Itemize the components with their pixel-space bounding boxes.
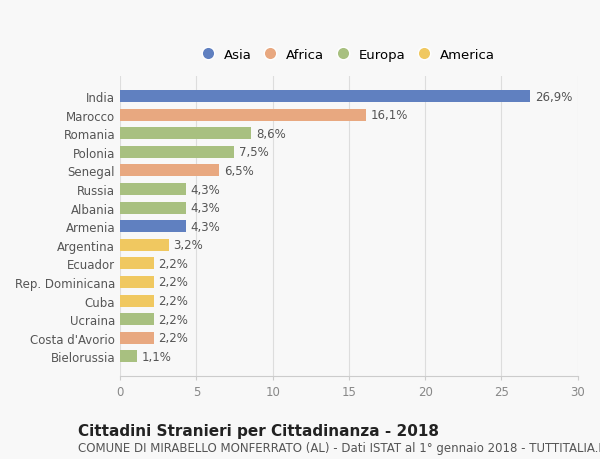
Bar [120,202,185,214]
Bar [120,276,154,288]
Legend: Asia, Africa, Europa, America: Asia, Africa, Europa, America [199,45,499,66]
Text: 4,3%: 4,3% [190,183,220,196]
Bar [120,128,251,140]
Bar [120,91,530,103]
Bar [120,184,185,196]
Text: 6,5%: 6,5% [224,165,254,178]
Text: 26,9%: 26,9% [535,90,572,103]
Bar [120,351,137,363]
Bar [120,295,154,307]
Bar [120,146,235,158]
Bar [120,165,219,177]
Text: 2,2%: 2,2% [158,294,188,308]
Bar [120,221,185,233]
Text: 4,3%: 4,3% [190,220,220,233]
Bar [120,332,154,344]
Text: 4,3%: 4,3% [190,202,220,215]
Bar [120,109,365,122]
Text: 16,1%: 16,1% [370,109,407,122]
Text: 3,2%: 3,2% [173,239,203,252]
Text: Cittadini Stranieri per Cittadinanza - 2018: Cittadini Stranieri per Cittadinanza - 2… [78,423,439,438]
Text: COMUNE DI MIRABELLO MONFERRATO (AL) - Dati ISTAT al 1° gennaio 2018 - TUTTITALIA: COMUNE DI MIRABELLO MONFERRATO (AL) - Da… [78,442,600,454]
Text: 2,2%: 2,2% [158,276,188,289]
Bar [120,239,169,251]
Text: 2,2%: 2,2% [158,313,188,326]
Bar [120,258,154,270]
Text: 8,6%: 8,6% [256,128,286,140]
Text: 1,1%: 1,1% [142,350,172,363]
Bar [120,313,154,325]
Text: 2,2%: 2,2% [158,257,188,270]
Text: 7,5%: 7,5% [239,146,269,159]
Text: 2,2%: 2,2% [158,331,188,345]
